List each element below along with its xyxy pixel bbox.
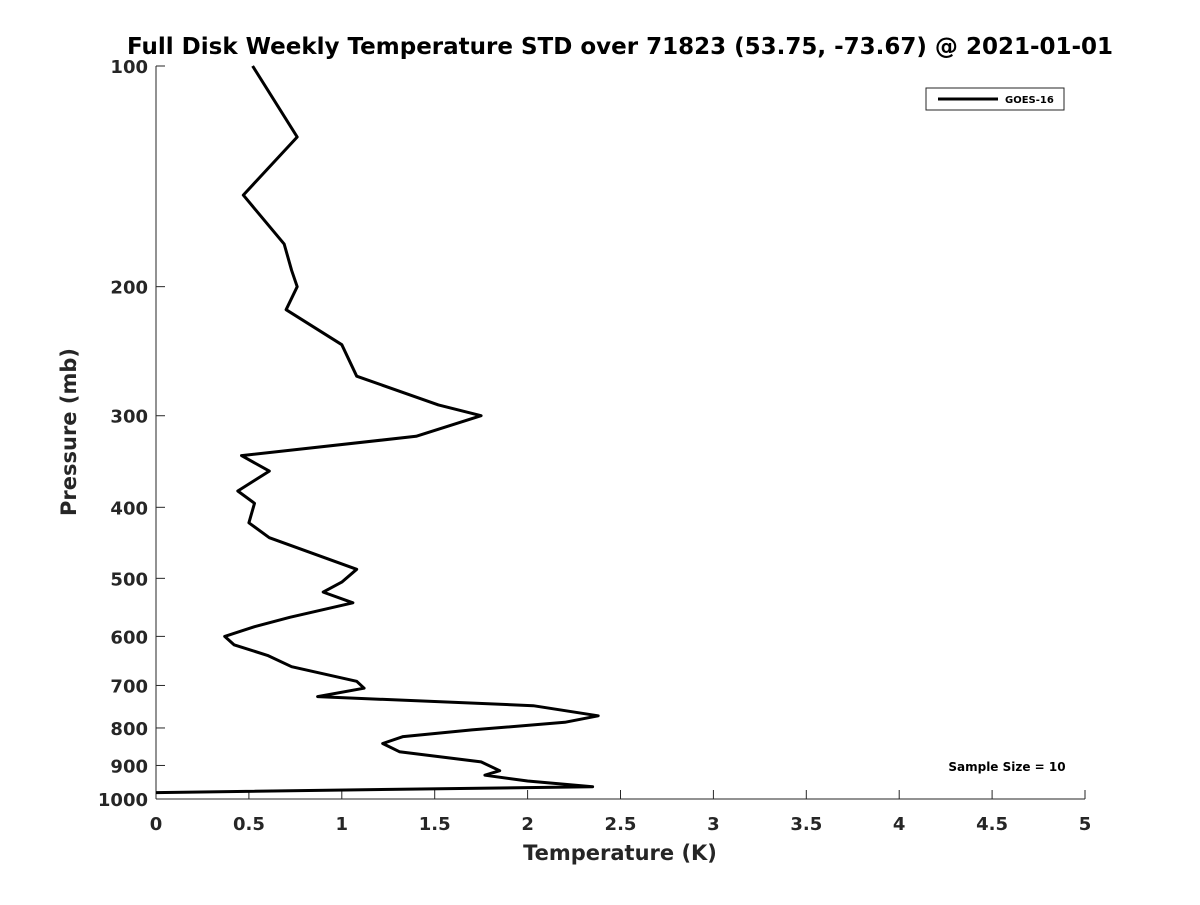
- x-tick-label: 2: [521, 814, 534, 835]
- legend-label: GOES-16: [1005, 95, 1054, 106]
- y-tick-label: 400: [110, 498, 148, 519]
- x-ticks: 0 0.5 1 1.5 2 2.5 3 3.5 4 4.5 5: [150, 790, 1092, 835]
- y-tick-label: 500: [110, 569, 148, 590]
- x-tick-label: 0.5: [233, 814, 265, 835]
- chart-title: Full Disk Weekly Temperature STD over 71…: [127, 34, 1113, 60]
- x-tick-label: 5: [1079, 814, 1092, 835]
- x-tick-label: 3.5: [790, 814, 822, 835]
- sample-size-annotation: Sample Size = 10: [948, 760, 1065, 774]
- x-tick-label: 1.5: [419, 814, 451, 835]
- x-tick-label: 4.5: [976, 814, 1008, 835]
- y-tick-label: 700: [110, 676, 148, 697]
- y-tick-label: 1000: [98, 790, 148, 811]
- x-tick-label: 2.5: [605, 814, 637, 835]
- y-tick-label: 800: [110, 719, 148, 740]
- y-tick-label: 900: [110, 756, 148, 777]
- x-axis-label: Temperature (K): [523, 841, 717, 865]
- x-tick-label: 0: [150, 814, 163, 835]
- x-tick-label: 4: [893, 814, 906, 835]
- x-tick-label: 1: [336, 814, 349, 835]
- series-layer: [156, 66, 598, 793]
- y-tick-label: 100: [110, 57, 148, 78]
- x-tick-label: 3: [707, 814, 720, 835]
- y-tick-label: 200: [110, 278, 148, 299]
- legend: GOES-16: [926, 88, 1064, 110]
- y-tick-label: 300: [110, 407, 148, 428]
- series-line-goes-16: [156, 66, 598, 793]
- y-ticks: 100 200 300 400 500 600 700 800 900 1000: [98, 57, 165, 811]
- y-axis-label: Pressure (mb): [57, 348, 81, 516]
- y-tick-label: 600: [110, 627, 148, 648]
